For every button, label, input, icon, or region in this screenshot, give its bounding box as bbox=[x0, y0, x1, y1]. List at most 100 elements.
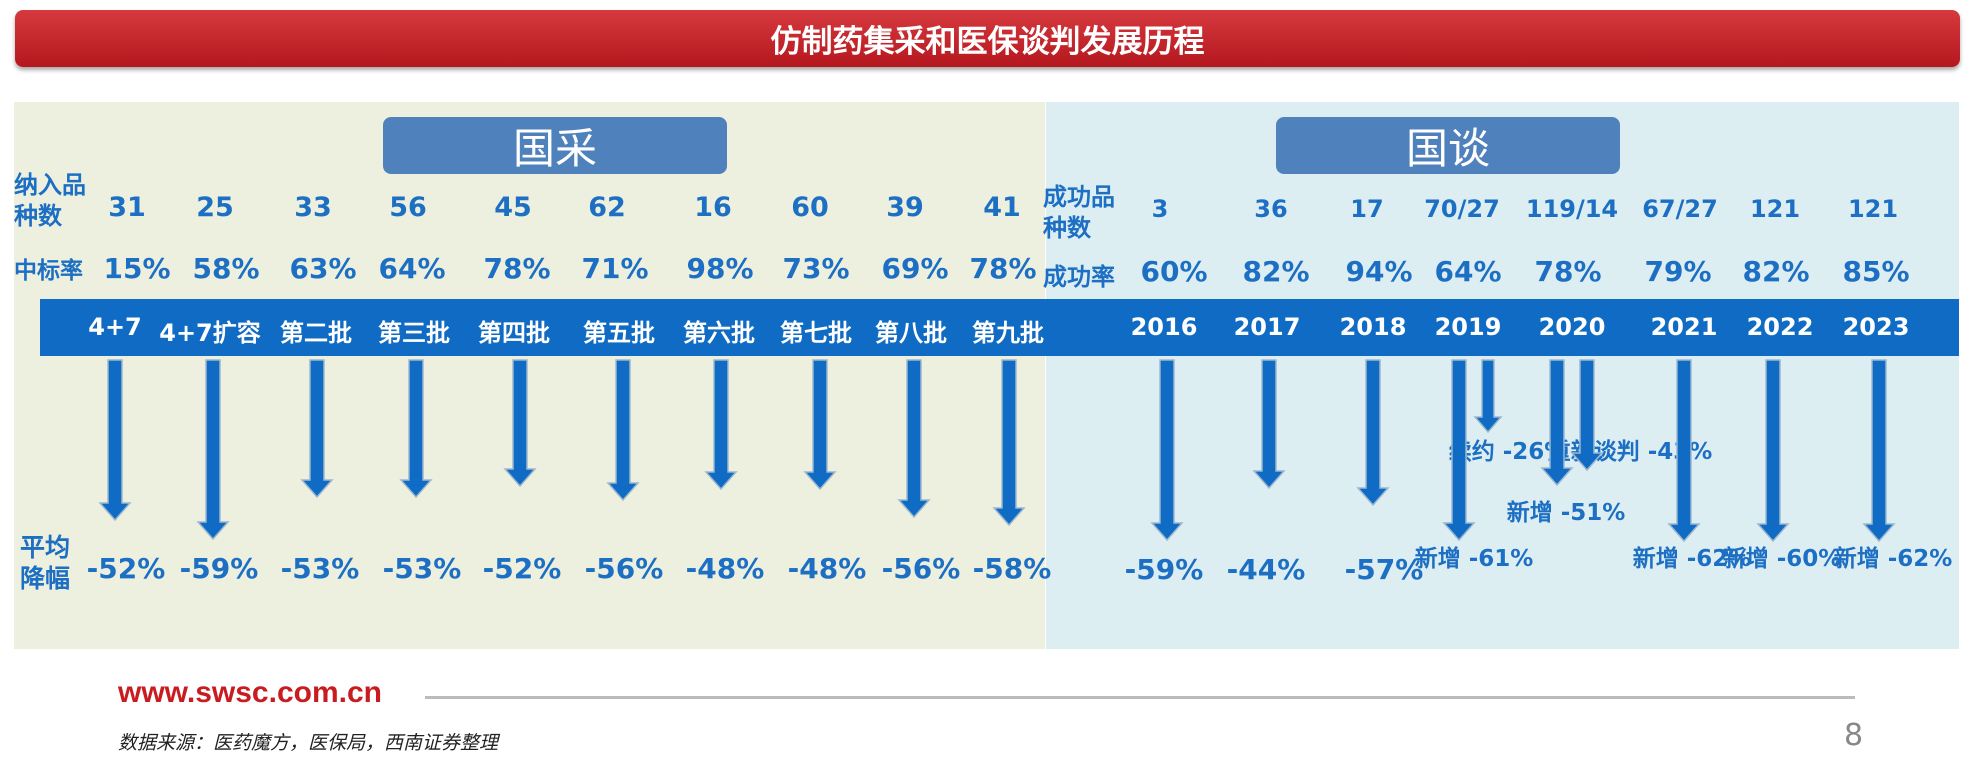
down-arrow-icon bbox=[300, 359, 334, 499]
down-arrow-icon bbox=[1540, 359, 1574, 487]
vbp-batch-label: 第七批 bbox=[780, 319, 852, 347]
vbp-tag: 国采 bbox=[383, 117, 727, 174]
vbp-cut: -48% bbox=[787, 552, 867, 585]
vbp-batch-label: 4+7扩容 bbox=[159, 319, 261, 347]
vbp-cut: -48% bbox=[685, 552, 765, 585]
down-arrow-icon bbox=[1667, 359, 1701, 543]
vbp-batch-label: 第三批 bbox=[378, 319, 450, 347]
vbp-rate: 69% bbox=[881, 252, 949, 285]
nrdl-year-label: 2017 bbox=[1233, 313, 1301, 341]
nrdl-panel bbox=[1046, 102, 1959, 649]
nrdl-year-label: 2018 bbox=[1339, 313, 1407, 341]
down-arrow-icon bbox=[1473, 359, 1503, 434]
nrdl-rate: 94% bbox=[1345, 255, 1413, 288]
nrdl-count: 119/14 bbox=[1525, 195, 1619, 223]
nrdl-rate: 85% bbox=[1842, 255, 1910, 288]
vbp-batch-label: 第九批 bbox=[972, 319, 1044, 347]
vbp-batch-label: 第八批 bbox=[875, 319, 947, 347]
down-arrow-icon bbox=[803, 359, 837, 491]
down-arrow-icon bbox=[606, 359, 640, 502]
vbp-cut: -52% bbox=[482, 552, 562, 585]
vbp-cut: -58% bbox=[972, 552, 1052, 585]
vbp-count: 62 bbox=[588, 192, 626, 223]
source-note: 数据来源：医药魔方，医保局，西南证券整理 bbox=[118, 732, 499, 754]
nrdl-count: 36 bbox=[1254, 195, 1288, 223]
vbp-rate: 58% bbox=[192, 252, 260, 285]
nrdl-annotation: 新增 -62% bbox=[1833, 546, 1953, 572]
nrdl-rate-label: 成功率 bbox=[1043, 263, 1115, 291]
vbp-cut: -53% bbox=[280, 552, 360, 585]
vbp-count: 60 bbox=[791, 192, 829, 223]
title-bar: 仿制药集采和医保谈判发展历程 bbox=[15, 10, 1960, 67]
vbp-count: 41 bbox=[983, 192, 1021, 223]
nrdl-tag-label: 国谈 bbox=[1405, 124, 1490, 173]
vbp-count: 25 bbox=[196, 192, 234, 223]
vbp-cut: -52% bbox=[86, 552, 166, 585]
page-number: 8 bbox=[1844, 718, 1864, 753]
down-arrow-icon bbox=[98, 359, 132, 522]
vbp-batch-label: 第六批 bbox=[683, 319, 755, 347]
vbp-rate: 63% bbox=[289, 252, 357, 285]
vbp-cut: -56% bbox=[584, 552, 664, 585]
vbp-batch-label: 第五批 bbox=[583, 319, 655, 347]
nrdl-rate: 79% bbox=[1644, 255, 1712, 288]
nrdl-count: 3 bbox=[1151, 195, 1169, 223]
vbp-count: 31 bbox=[108, 192, 146, 223]
nrdl-year-label: 2021 bbox=[1650, 313, 1718, 341]
nrdl-year-label: 2019 bbox=[1434, 313, 1502, 341]
down-arrow-icon bbox=[1356, 359, 1390, 507]
vbp-cut-label: 平均降幅 bbox=[20, 533, 71, 593]
vbp-rate: 73% bbox=[782, 252, 850, 285]
vbp-batch-label: 第二批 bbox=[280, 319, 352, 347]
footer-url[interactable]: www.swsc.com.cn bbox=[118, 676, 382, 709]
nrdl-rate: 64% bbox=[1434, 255, 1502, 288]
nrdl-year-label: 2020 bbox=[1538, 313, 1606, 341]
down-arrow-icon bbox=[196, 359, 230, 541]
nrdl-count: 17 bbox=[1350, 195, 1384, 223]
vbp-count: 33 bbox=[294, 192, 332, 223]
vbp-rate: 64% bbox=[378, 252, 446, 285]
vbp-rate-label: 中标率 bbox=[14, 258, 83, 284]
vbp-cut: -56% bbox=[881, 552, 961, 585]
nrdl-rate: 82% bbox=[1242, 255, 1310, 288]
down-arrow-icon bbox=[992, 359, 1026, 527]
nrdl-count-label: 成功品种数 bbox=[1043, 183, 1115, 242]
down-arrow-icon bbox=[1252, 359, 1286, 490]
nrdl-cut: -44% bbox=[1226, 553, 1306, 586]
down-arrow-icon bbox=[399, 359, 433, 499]
nrdl-cut: -57% bbox=[1344, 553, 1424, 586]
nrdl-count: 121 bbox=[1749, 195, 1801, 223]
vbp-count: 16 bbox=[694, 192, 732, 223]
nrdl-tag: 国谈 bbox=[1276, 117, 1620, 174]
vbp-cut: -53% bbox=[382, 552, 462, 585]
nrdl-year-label: 2023 bbox=[1842, 313, 1910, 341]
nrdl-annotation: 新增 -51% bbox=[1506, 500, 1626, 526]
nrdl-annotation: 新增 -61% bbox=[1414, 546, 1534, 572]
nrdl-count: 70/27 bbox=[1424, 195, 1500, 223]
vbp-count: 39 bbox=[886, 192, 924, 223]
down-arrow-icon bbox=[1570, 359, 1604, 472]
nrdl-year-label: 2016 bbox=[1130, 313, 1198, 341]
vbp-rate: 71% bbox=[581, 252, 649, 285]
down-arrow-icon bbox=[704, 359, 738, 491]
down-arrow-icon bbox=[1442, 359, 1476, 542]
vbp-cut: -59% bbox=[179, 552, 259, 585]
nrdl-count: 121 bbox=[1847, 195, 1899, 223]
down-arrow-icon bbox=[503, 359, 537, 488]
nrdl-rate: 78% bbox=[1534, 255, 1602, 288]
page-title: 仿制药集采和医保谈判发展历程 bbox=[770, 24, 1205, 60]
vbp-tag-label: 国采 bbox=[512, 124, 597, 173]
vbp-batch-label: 第四批 bbox=[478, 319, 550, 347]
nrdl-annotation: 新增 -60% bbox=[1722, 546, 1842, 572]
vbp-panel bbox=[14, 102, 1045, 649]
vbp-count-label: 纳入品种数 bbox=[14, 171, 86, 230]
vbp-rate: 78% bbox=[483, 252, 551, 285]
nrdl-count: 67/27 bbox=[1642, 195, 1718, 223]
vbp-batch-label: 4+7 bbox=[88, 313, 142, 341]
down-arrow-icon bbox=[1150, 359, 1184, 542]
nrdl-cut: -59% bbox=[1124, 553, 1204, 586]
timeline-band bbox=[40, 299, 1959, 356]
nrdl-year-label: 2022 bbox=[1746, 313, 1814, 341]
vbp-count: 45 bbox=[494, 192, 532, 223]
